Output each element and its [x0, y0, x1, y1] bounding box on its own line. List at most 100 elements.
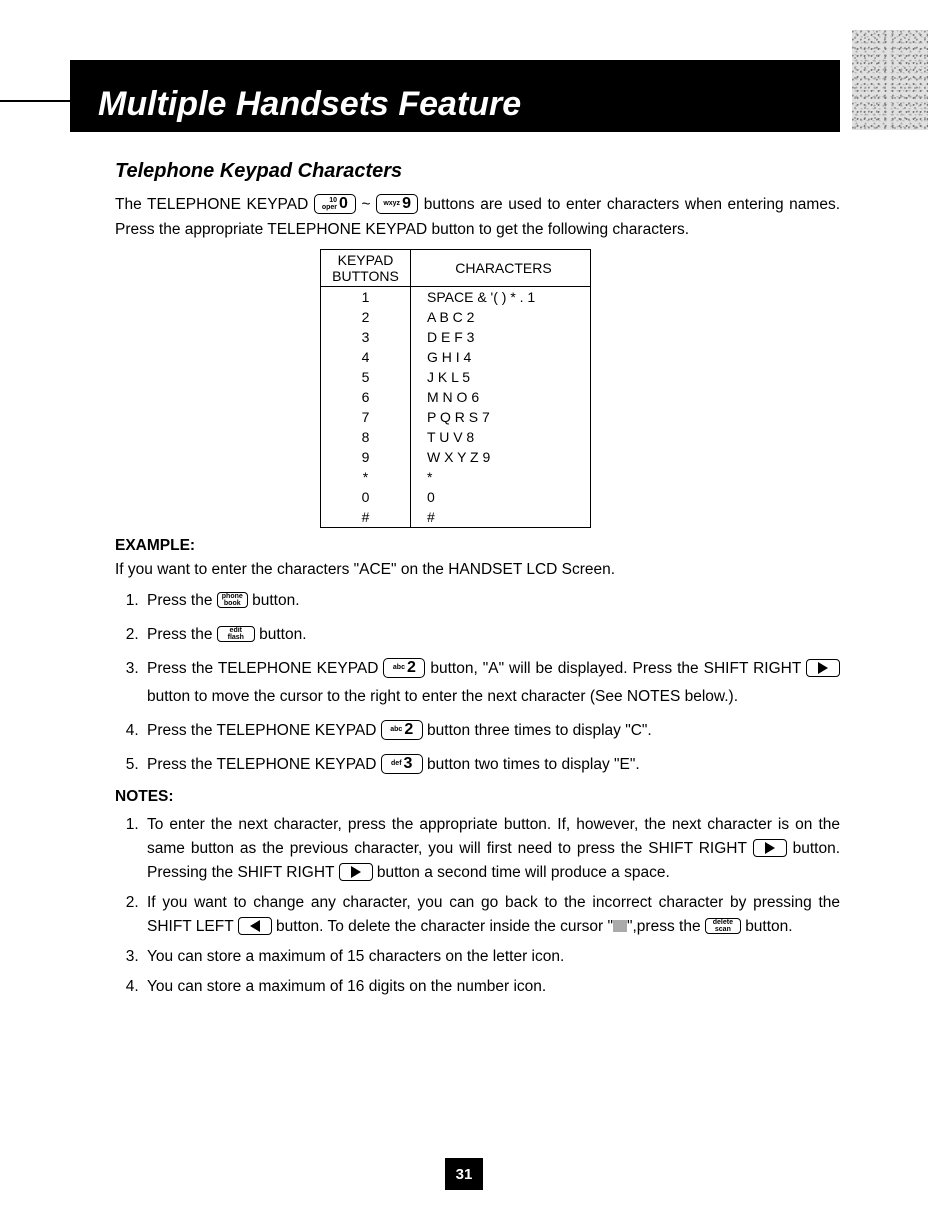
arrow-right-icon: [351, 866, 361, 878]
table-row: 9W X Y Z 9: [321, 447, 591, 467]
step-5-post: button two times to display "E".: [427, 756, 640, 773]
step-1: Press the phone book button.: [143, 587, 840, 615]
table-row: ##: [321, 507, 591, 528]
page-number: 31: [445, 1158, 483, 1190]
table-row: 00: [321, 487, 591, 507]
step-4-post: button three times to display "C".: [427, 722, 652, 739]
table-cell-characters: A B C 2: [411, 307, 591, 327]
table-cell-characters: D E F 3: [411, 327, 591, 347]
shift-right-button-n1a: [753, 839, 787, 857]
note-2: If you want to change any character, you…: [143, 891, 840, 939]
note-3: You can store a maximum of 15 characters…: [143, 945, 840, 969]
table-row: 6M N O 6: [321, 387, 591, 407]
table-cell-characters: 0: [411, 487, 591, 507]
chapter-title: Multiple Handsets Feature: [98, 85, 521, 124]
editflash-bot: flash: [228, 634, 244, 641]
table-cell-button: 7: [321, 407, 411, 427]
table-cell-characters: W X Y Z 9: [411, 447, 591, 467]
step-2-pre: Press the: [147, 626, 217, 643]
keypad-9-sub: wxyz: [383, 200, 400, 207]
shift-left-button: [238, 917, 272, 935]
step-4: Press the TELEPHONE KEYPAD abc 2 button …: [143, 717, 840, 745]
phonebook-button: phone book: [217, 592, 248, 608]
table-cell-characters: P Q R S 7: [411, 407, 591, 427]
step-2: Press the edit flash button.: [143, 621, 840, 649]
table-cell-button: 0: [321, 487, 411, 507]
intro-paragraph: The TELEPHONE KEYPAD 10 oper 0 ~ wxyz 9 …: [115, 193, 840, 243]
page-content: Telephone Keypad Characters The TELEPHON…: [115, 150, 840, 1005]
table-cell-characters: G H I 4: [411, 347, 591, 367]
phonebook-top: phone: [222, 593, 243, 600]
note-1-post: button a second time will produce a spac…: [377, 864, 670, 881]
note-1-pre: To enter the next character, press the a…: [147, 816, 840, 857]
header-rule: [0, 100, 70, 102]
section-heading: Telephone Keypad Characters: [115, 160, 840, 183]
def3-sub: def: [391, 760, 402, 767]
arrow-right-icon: [765, 842, 775, 854]
intro-tilde: ~: [361, 196, 376, 213]
step-3: Press the TELEPHONE KEYPAD abc 2 button,…: [143, 655, 840, 711]
table-cell-characters: *: [411, 467, 591, 487]
keypad-0-num: 0: [339, 196, 348, 212]
table-row: 4G H I 4: [321, 347, 591, 367]
abc2-num: 2: [407, 660, 416, 676]
table-head-buttons: KEYPAD BUTTONS: [321, 249, 411, 286]
table-row: **: [321, 467, 591, 487]
phonebook-bot: book: [224, 600, 241, 607]
deletescan-button: delete scan: [705, 918, 741, 934]
table-cell-characters: M N O 6: [411, 387, 591, 407]
step-3-post: button to move the cursor to the right t…: [147, 688, 738, 705]
arrow-right-icon: [818, 662, 828, 674]
table-cell-button: 6: [321, 387, 411, 407]
table-cell-button: *: [321, 467, 411, 487]
keypad-0-sub: 10 oper: [322, 197, 337, 211]
chapter-banner: Multiple Handsets Feature: [70, 60, 840, 132]
table-row: 3D E F 3: [321, 327, 591, 347]
deletescan-top: delete: [713, 919, 733, 926]
table-row: 5J K L 5: [321, 367, 591, 387]
keypad-characters-table: KEYPAD BUTTONS CHARACTERS 1SPACE & '( ) …: [320, 249, 591, 528]
keypad-abc2-button-2: abc 2: [381, 720, 423, 740]
step-3-mid: button, "A" will be displayed. Press the…: [430, 660, 806, 677]
table-row: 1SPACE & '( ) * . 1: [321, 286, 591, 307]
note-2-post: button.: [745, 918, 792, 935]
table-cell-button: 4: [321, 347, 411, 367]
note-1: To enter the next character, press the a…: [143, 813, 840, 885]
note-4: You can store a maximum of 16 digits on …: [143, 975, 840, 999]
table-row: 7P Q R S 7: [321, 407, 591, 427]
editflash-top: edit: [230, 627, 242, 634]
step-2-post: button.: [259, 626, 306, 643]
step-5-pre: Press the TELEPHONE KEYPAD: [147, 756, 381, 773]
shift-right-button-n1b: [339, 863, 373, 881]
keypad-def3-button: def 3: [381, 754, 423, 774]
abc2-sub: abc: [393, 664, 405, 671]
abc2-sub-2: abc: [390, 726, 402, 733]
table-cell-button: 2: [321, 307, 411, 327]
table-cell-characters: SPACE & '( ) * . 1: [411, 286, 591, 307]
keypad-9-button: wxyz 9: [376, 194, 418, 214]
keypad-0-button: 10 oper 0: [314, 194, 356, 214]
editflash-button: edit flash: [217, 626, 255, 642]
example-steps-list: Press the phone book button. Press the e…: [115, 587, 840, 778]
table-cell-button: 8: [321, 427, 411, 447]
step-1-post: button.: [252, 592, 299, 609]
arrow-left-icon: [250, 920, 260, 932]
table-row: 2A B C 2: [321, 307, 591, 327]
example-intro: If you want to enter the characters "ACE…: [115, 558, 840, 583]
table-cell-button: 1: [321, 286, 411, 307]
keypad-0-sub-top: 10: [329, 197, 337, 204]
step-1-pre: Press the: [147, 592, 217, 609]
table-row: 8T U V 8: [321, 427, 591, 447]
notes-label: NOTES:: [115, 785, 840, 810]
table-head-characters: CHARACTERS: [411, 249, 591, 286]
note-2-mid: button. To delete the character inside t…: [276, 918, 613, 935]
keypad-0-sub-bot: oper: [322, 204, 337, 211]
step-4-pre: Press the TELEPHONE KEYPAD: [147, 722, 381, 739]
shift-right-button: [806, 659, 840, 677]
table-cell-button: 5: [321, 367, 411, 387]
table-cell-button: 3: [321, 327, 411, 347]
def3-num: 3: [404, 756, 413, 772]
deletescan-bot: scan: [715, 926, 731, 933]
table-cell-characters: T U V 8: [411, 427, 591, 447]
table-cell-button: #: [321, 507, 411, 528]
